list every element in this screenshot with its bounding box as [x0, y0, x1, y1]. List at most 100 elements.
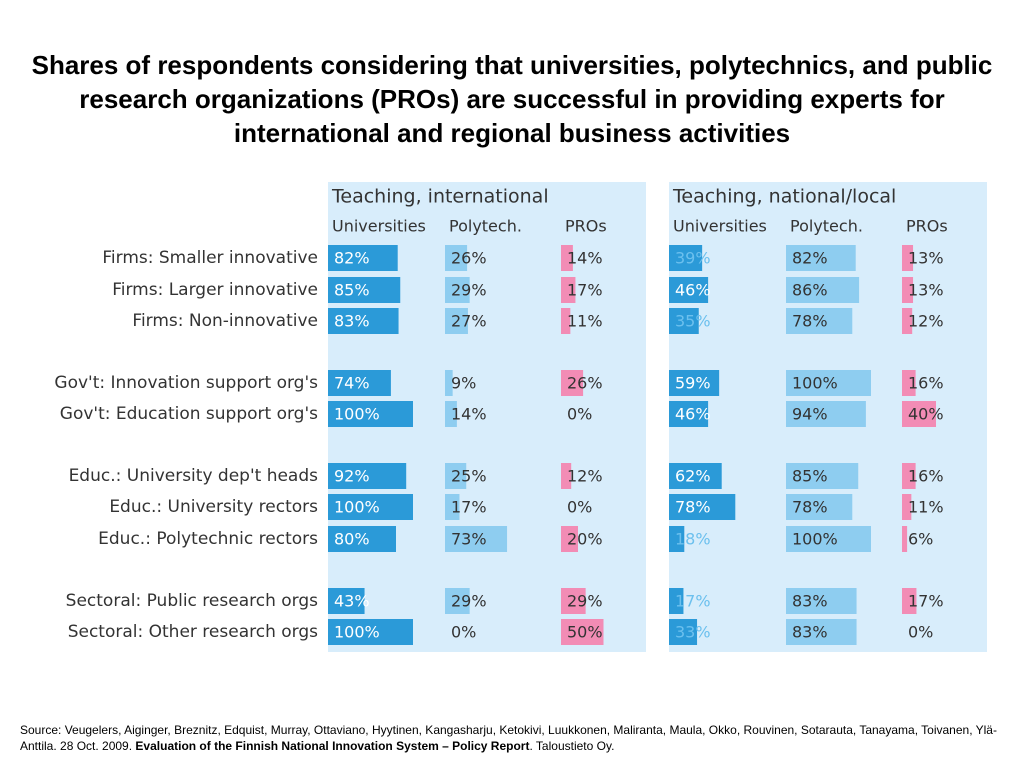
bar — [561, 588, 586, 614]
panel-title: Teaching, international — [331, 186, 549, 208]
value-label: 100% — [792, 374, 838, 393]
value-label: 12% — [567, 467, 603, 486]
value-label: 73% — [451, 530, 487, 549]
bar — [328, 526, 396, 552]
bar — [328, 308, 399, 334]
bar — [561, 619, 604, 645]
row-label: Firms: Smaller innovative — [102, 248, 318, 268]
bar — [445, 494, 460, 520]
bar — [328, 588, 365, 614]
value-label: 9% — [451, 374, 476, 393]
value-label: 43% — [334, 592, 370, 611]
bar — [902, 463, 916, 489]
bar — [445, 588, 470, 614]
value-label: 13% — [908, 249, 944, 268]
value-label: 35% — [675, 312, 711, 331]
value-label: 0% — [451, 623, 476, 642]
value-label: 82% — [334, 249, 370, 268]
bar — [669, 463, 722, 489]
bar — [445, 526, 508, 552]
value-label: 12% — [908, 312, 944, 331]
value-label: 46% — [675, 405, 711, 424]
value-label: 0% — [567, 405, 592, 424]
value-label: 85% — [334, 281, 370, 300]
value-label: 14% — [567, 249, 603, 268]
bar — [786, 277, 860, 303]
bar — [669, 308, 699, 334]
bar — [561, 308, 571, 334]
value-label: 11% — [908, 498, 944, 517]
value-label: 0% — [908, 623, 933, 642]
value-label: 20% — [567, 530, 603, 549]
value-label: 59% — [675, 374, 711, 393]
value-label: 86% — [792, 281, 828, 300]
value-label: 16% — [908, 467, 944, 486]
bar — [445, 245, 468, 271]
bar — [902, 588, 917, 614]
series-name: Universities — [332, 217, 426, 236]
value-label: 29% — [451, 592, 487, 611]
value-label: 17% — [675, 592, 711, 611]
row-label: Educ.: University dep't heads — [69, 466, 319, 486]
bar — [669, 370, 720, 396]
value-label: 100% — [334, 623, 380, 642]
value-label: 80% — [334, 530, 370, 549]
value-label: 50% — [567, 623, 603, 642]
value-label: 100% — [334, 498, 380, 517]
value-label: 6% — [908, 530, 933, 549]
bar — [786, 401, 866, 427]
bar — [561, 245, 573, 271]
series-name: Universities — [673, 217, 767, 236]
value-label: 0% — [567, 498, 592, 517]
series-name: Polytech. — [790, 217, 863, 236]
bar — [445, 463, 467, 489]
bar — [328, 463, 407, 489]
value-label: 25% — [451, 467, 487, 486]
bar — [328, 277, 401, 303]
value-label: 94% — [792, 405, 828, 424]
value-label: 14% — [451, 405, 487, 424]
value-label: 83% — [334, 312, 370, 331]
value-label: 13% — [908, 281, 944, 300]
bar — [328, 494, 413, 520]
value-label: 78% — [792, 498, 828, 517]
series-name: PROs — [906, 217, 948, 236]
chart: Firms: Smaller innovative Firms: Larger i… — [54, 182, 987, 652]
value-label: 92% — [334, 467, 370, 486]
row-label: Firms: Non-innovative — [132, 311, 318, 331]
value-label: 16% — [908, 374, 944, 393]
bar — [669, 277, 709, 303]
value-label: 78% — [792, 312, 828, 331]
bar — [669, 401, 709, 427]
value-label: 46% — [675, 281, 711, 300]
value-label: 29% — [451, 281, 487, 300]
value-label: 62% — [675, 467, 711, 486]
value-label: 18% — [675, 530, 711, 549]
bar — [561, 277, 576, 303]
bar — [902, 245, 914, 271]
bar — [786, 494, 853, 520]
bar — [786, 588, 857, 614]
bar — [786, 245, 856, 271]
row-label: Gov't: Innovation support org's — [54, 373, 318, 393]
bar — [669, 494, 736, 520]
footer: Source: Veugelers, Aiginger, Breznitz, E… — [20, 722, 1010, 754]
bar — [328, 245, 398, 271]
value-label: 17% — [451, 498, 487, 517]
row-label: Gov't: Education support org's — [60, 404, 318, 424]
bar — [902, 308, 913, 334]
bar — [445, 401, 457, 427]
bar — [445, 277, 470, 303]
bar — [561, 526, 578, 552]
bar — [561, 370, 584, 396]
bar — [445, 370, 453, 396]
value-label: 26% — [567, 374, 603, 393]
value-label: 100% — [792, 530, 838, 549]
panel-title: Teaching, national/local — [672, 186, 896, 208]
bar — [902, 370, 916, 396]
source: Source: Veugelers, Aiginger, Breznitz, E… — [20, 723, 997, 753]
value-label: 40% — [908, 405, 944, 424]
value-label: 82% — [792, 249, 828, 268]
publisher: . Taloustieto Oy. — [529, 739, 615, 753]
